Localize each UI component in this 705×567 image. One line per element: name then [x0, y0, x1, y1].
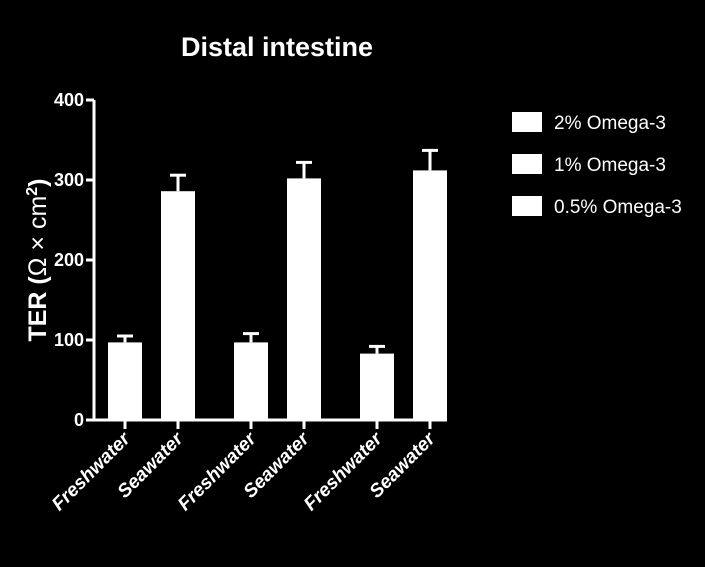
x-tick-label: Freshwater — [174, 428, 262, 516]
legend-swatch — [512, 112, 542, 132]
bar — [161, 191, 195, 420]
x-tick-label: Freshwater — [300, 428, 388, 516]
bar — [234, 342, 268, 420]
legend-label: 2% Omega-3 — [554, 113, 666, 134]
y-axis: 0 100 200 300 400 — [54, 90, 96, 430]
y-tick-label: 400 — [54, 90, 84, 110]
legend: 2% Omega-3 1% Omega-3 0.5% Omega-3 — [512, 112, 682, 218]
legend-swatch — [512, 196, 542, 216]
y-tick-label: 200 — [54, 250, 84, 270]
y-axis-label-close: ) — [24, 178, 52, 186]
y-axis-label: TER (Ω × cm2) — [24, 178, 52, 341]
x-axis: FreshwaterSeawaterFreshwaterSeawaterFres… — [48, 418, 447, 516]
legend-swatch — [512, 154, 542, 174]
bar — [108, 342, 142, 420]
y-tick-label: 0 — [74, 410, 84, 430]
y-axis-label-unit: Ω × cm — [24, 196, 52, 277]
legend-label: 1% Omega-3 — [554, 155, 666, 176]
chart-title: Distal intestine — [181, 32, 373, 62]
bar — [360, 353, 394, 420]
bar — [287, 178, 321, 420]
bars — [108, 148, 447, 420]
y-tick-label: 300 — [54, 170, 84, 190]
y-tick-label: 100 — [54, 330, 84, 350]
x-tick-label: Freshwater — [48, 428, 136, 516]
bar — [413, 170, 447, 420]
y-axis-label-main: TER ( — [24, 276, 52, 342]
y-axis-label-sup: 2 — [24, 187, 41, 196]
legend-label: 0.5% Omega-3 — [554, 197, 682, 218]
